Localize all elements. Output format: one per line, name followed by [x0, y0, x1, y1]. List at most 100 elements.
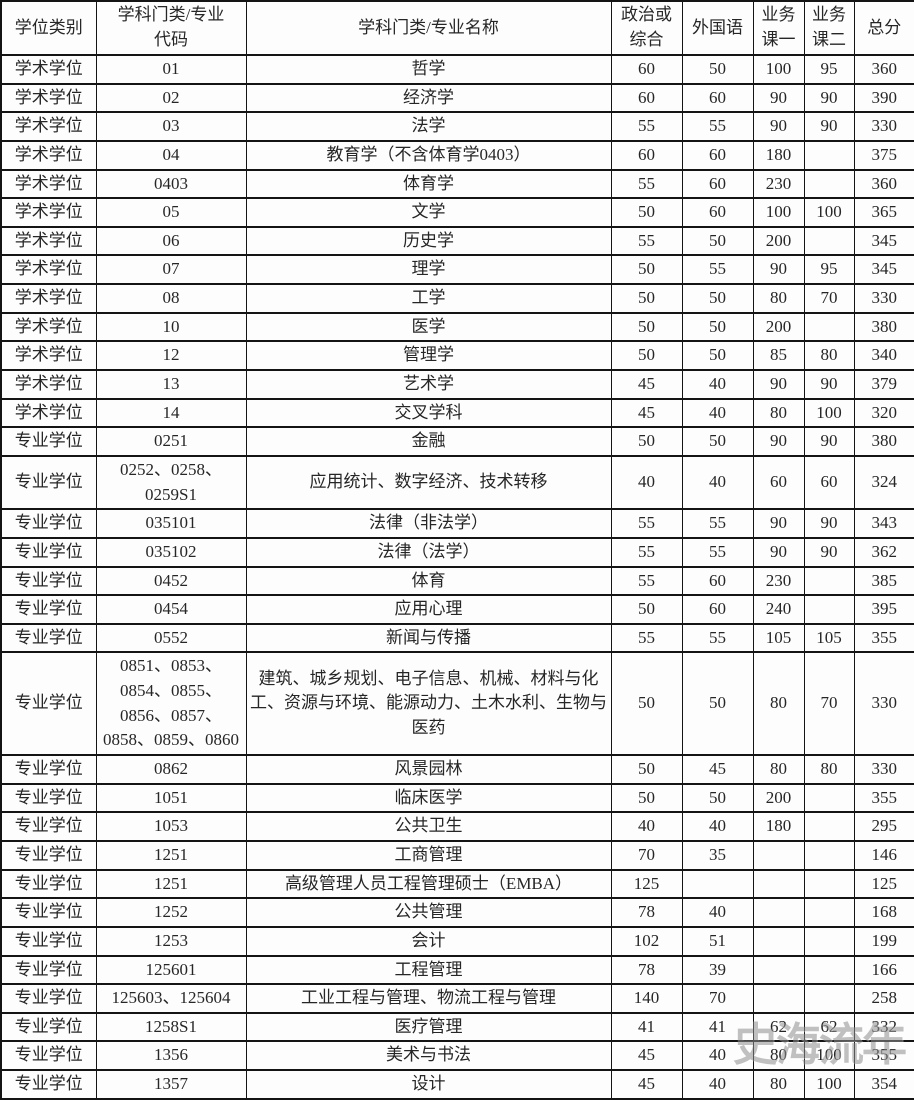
politics-score-cell: 78 [610, 954, 683, 986]
major-code-cell: 125601 [95, 954, 247, 986]
course1-score-cell: 200 [752, 225, 805, 257]
total-score-cell: 362 [853, 536, 914, 568]
course1-score-cell: 230 [752, 168, 805, 200]
degree-type-cell: 专业学位 [0, 782, 97, 814]
total-score-cell: 330 [853, 111, 914, 142]
major-code-cell: 1357 [95, 1069, 247, 1100]
course2-score-cell: 80 [803, 754, 855, 785]
degree-type-cell: 专业学位 [0, 1069, 97, 1100]
major-name-cell: 体育 [245, 565, 612, 597]
header-major-code: 学科门类/专业 代码 [95, 0, 247, 56]
major-name-cell: 交叉学科 [245, 397, 612, 429]
degree-type-cell: 专业学位 [0, 651, 97, 757]
politics-score-cell: 78 [610, 897, 683, 928]
course1-score-cell [752, 897, 805, 928]
course1-score-cell: 60 [752, 454, 805, 511]
foreign-language-score-cell [681, 868, 754, 900]
major-name-cell: 工业工程与管理、物流工程与管理 [245, 983, 612, 1014]
course2-score-cell: 90 [803, 508, 855, 539]
degree-type-cell: 专业学位 [0, 868, 97, 900]
course2-score-cell: 70 [803, 283, 855, 314]
politics-score-cell: 50 [610, 311, 683, 343]
politics-score-cell: 125 [610, 868, 683, 900]
course2-score-cell: 95 [803, 254, 855, 286]
course1-score-cell: 80 [752, 1069, 805, 1100]
politics-score-cell: 40 [610, 811, 683, 842]
foreign-language-score-cell: 55 [681, 622, 754, 654]
course2-score-cell: 90 [803, 82, 855, 114]
header-foreign-language-score: 外国语 [681, 0, 754, 56]
degree-type-cell: 专业学位 [0, 925, 97, 957]
foreign-language-score-cell: 40 [681, 897, 754, 928]
politics-score-cell: 40 [610, 454, 683, 511]
major-name-cell: 建筑、城乡规划、电子信息、机械、材料与化工、资源与环境、能源动力、土木水利、生物… [245, 651, 612, 757]
degree-type-cell: 专业学位 [0, 839, 97, 871]
major-code-cell: 0862 [95, 754, 247, 785]
header-politics-score: 政治或综合 [610, 0, 683, 56]
course1-score-cell: 200 [752, 782, 805, 814]
total-score-cell: 324 [853, 454, 914, 511]
total-score-cell: 355 [853, 782, 914, 814]
total-score-cell: 365 [853, 197, 914, 228]
header-total-score: 总分 [853, 0, 914, 56]
foreign-language-score-cell: 45 [681, 754, 754, 785]
course1-score-cell: 200 [752, 311, 805, 343]
total-score-cell: 355 [853, 1040, 914, 1072]
foreign-language-score-cell: 50 [681, 651, 754, 757]
table-row: 专业学位 1357 设计 45 40 80 100 354 [0, 1069, 914, 1100]
course2-score-cell [803, 311, 855, 343]
total-score-cell: 395 [853, 594, 914, 625]
major-code-cell: 12 [95, 340, 247, 372]
politics-score-cell: 50 [610, 651, 683, 757]
total-score-cell: 332 [853, 1011, 914, 1043]
table-row: 专业学位 0252、0258、0259S1 应用统计、数字经济、技术转移 40 40 60… [0, 454, 914, 511]
degree-type-cell: 专业学位 [0, 1040, 97, 1072]
course1-score-cell: 80 [752, 651, 805, 757]
major-name-cell: 体育学 [245, 168, 612, 200]
table-row: 专业学位 1252 公共管理 78 40 168 [0, 897, 914, 928]
course2-score-cell: 70 [803, 651, 855, 757]
course1-score-cell: 100 [752, 197, 805, 228]
major-code-cell: 03 [95, 111, 247, 142]
major-name-cell: 设计 [245, 1069, 612, 1100]
foreign-language-score-cell: 55 [681, 254, 754, 286]
table-row: 专业学位 0452 体育 55 60 230 385 [0, 565, 914, 597]
major-name-cell: 经济学 [245, 82, 612, 114]
course1-score-cell: 90 [752, 369, 805, 400]
degree-type-cell: 专业学位 [0, 426, 97, 457]
course2-score-cell [803, 782, 855, 814]
course1-score-cell: 90 [752, 82, 805, 114]
major-name-cell: 风景园林 [245, 754, 612, 785]
major-name-cell: 新闻与传播 [245, 622, 612, 654]
degree-type-cell: 专业学位 [0, 622, 97, 654]
course1-score-cell: 90 [752, 254, 805, 286]
major-name-cell: 工学 [245, 283, 612, 314]
politics-score-cell: 55 [610, 622, 683, 654]
table-row: 学术学位 14 交叉学科 45 40 80 100 320 [0, 397, 914, 429]
foreign-language-score-cell: 40 [681, 1069, 754, 1100]
table-row: 学术学位 02 经济学 60 60 90 90 390 [0, 82, 914, 114]
course2-score-cell [803, 983, 855, 1014]
table-row: 专业学位 1053 公共卫生 40 40 180 295 [0, 811, 914, 842]
major-code-cell: 0403 [95, 168, 247, 200]
major-name-cell: 会计 [245, 925, 612, 957]
table-row: 专业学位 0454 应用心理 50 60 240 395 [0, 594, 914, 625]
foreign-language-score-cell: 50 [681, 54, 754, 85]
table-row: 专业学位 1051 临床医学 50 50 200 355 [0, 782, 914, 814]
politics-score-cell: 60 [610, 139, 683, 171]
politics-score-cell: 55 [610, 565, 683, 597]
degree-type-cell: 专业学位 [0, 897, 97, 928]
degree-type-cell: 学术学位 [0, 311, 97, 343]
degree-type-cell: 专业学位 [0, 594, 97, 625]
major-name-cell: 美术与书法 [245, 1040, 612, 1072]
header-course1-score: 业务课一 [752, 0, 805, 56]
course2-score-cell [803, 225, 855, 257]
foreign-language-score-cell: 55 [681, 508, 754, 539]
course2-score-cell [803, 594, 855, 625]
politics-score-cell: 45 [610, 1069, 683, 1100]
foreign-language-score-cell: 40 [681, 369, 754, 400]
major-code-cell: 07 [95, 254, 247, 286]
politics-score-cell: 50 [610, 197, 683, 228]
course1-score-cell: 85 [752, 340, 805, 372]
